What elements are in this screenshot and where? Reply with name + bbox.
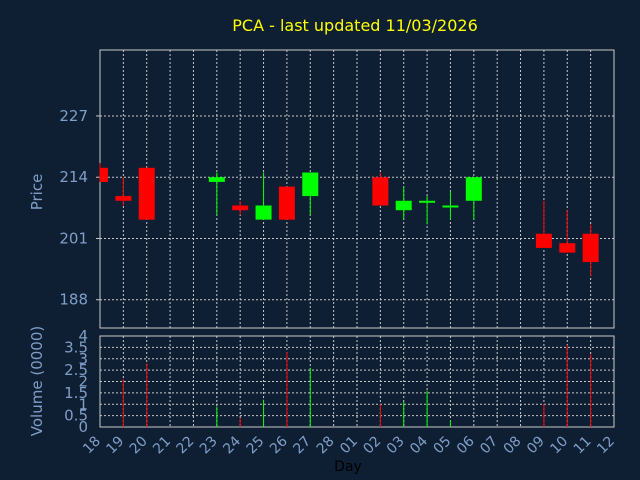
candle-body (419, 200, 436, 203)
volume-axis-label: Volume (0000) (28, 326, 46, 436)
candle-body (465, 177, 482, 201)
x-tick-labels: 18 19 20 21 22 23 24 25 26 27 28 01 02 03 04 05 06 07 08 09… (80, 433, 618, 457)
volume-tick-labels: 00.511.522.533.54 (64, 327, 88, 436)
candle-body (535, 233, 552, 248)
candle-body (255, 205, 272, 220)
volume-panel: 00.511.522.533.54 Volume (0000) (28, 326, 615, 436)
volume-tick-label: 3.5 (64, 338, 88, 356)
volume-tick-label: 0 (78, 418, 88, 436)
volume-tick-label: 0.5 (64, 407, 88, 425)
candle-body (302, 172, 319, 197)
volume-tick-label: 2.5 (64, 361, 88, 379)
candle-body (232, 205, 249, 211)
candle-body (442, 205, 459, 208)
volume-tick-label: 1.5 (64, 384, 88, 402)
volume-bars (122, 345, 592, 427)
candle-body (559, 243, 576, 253)
price-tick-label: 201 (59, 229, 88, 247)
price-tick-label: 188 (59, 291, 88, 309)
candles (99, 163, 599, 277)
price-tick-labels: 188 201 214 227 (59, 107, 88, 309)
volume-tick-label: 4 (78, 327, 88, 345)
price-tick-label: 214 (59, 168, 88, 186)
volume-tick-label: 3 (78, 350, 88, 368)
volume-tick-label: 2 (78, 373, 88, 391)
volume-tick-label: 1 (78, 395, 88, 413)
x-axis-label: Day (334, 459, 362, 475)
candle-body (582, 233, 599, 263)
candle-body (395, 200, 412, 211)
candle-body (115, 196, 132, 201)
price-grid (96, 50, 614, 328)
price-tick-label: 227 (59, 107, 88, 125)
price-axis-label: Price (28, 174, 46, 211)
candle-body (372, 177, 389, 206)
candle-body (278, 186, 295, 220)
candle-body (100, 167, 108, 182)
price-panel: 188 201 214 227 Price (28, 49, 615, 329)
candle-body (138, 167, 155, 220)
chart-title: PCA - last updated 11/03/2026 (232, 16, 478, 35)
candle-body (208, 177, 225, 182)
